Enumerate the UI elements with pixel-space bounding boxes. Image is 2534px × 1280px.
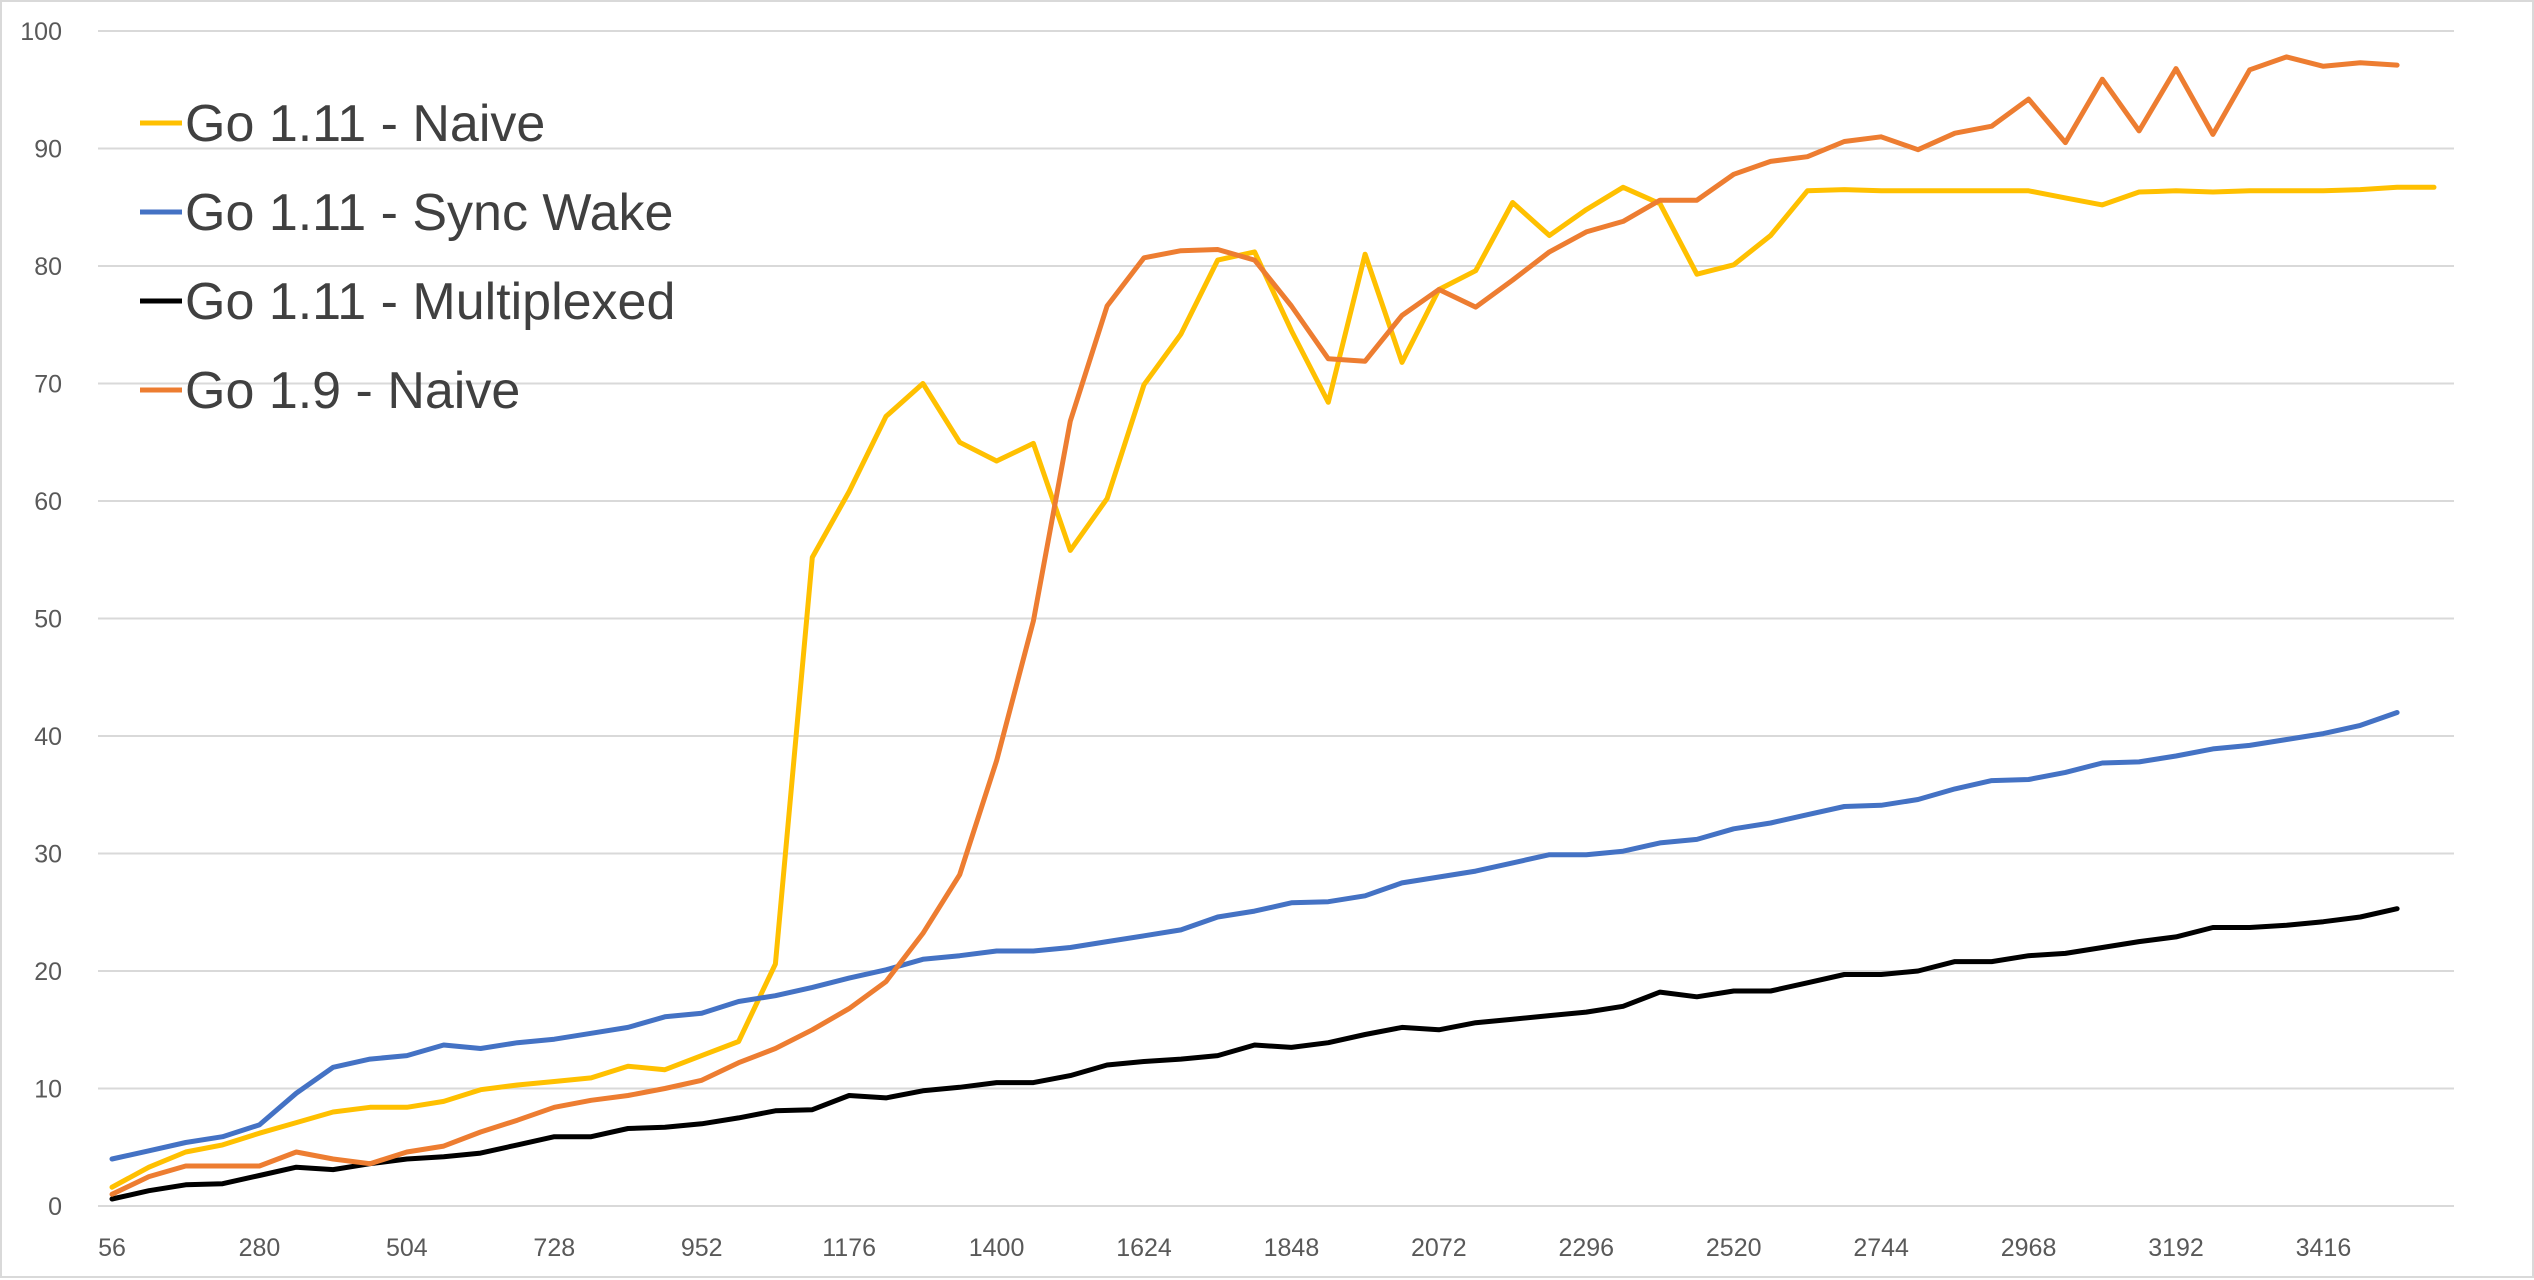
x-tick-label: 56 (98, 1234, 126, 1262)
series-line-go-1-9-naive (109, 54, 2400, 1197)
y-tick-label: 80 (34, 253, 62, 281)
y-tick-label: 40 (34, 723, 62, 751)
x-axis-ticks: 56 280 504 728 952 1176 1400 1624 1848 2072 2296 25… (98, 1234, 2351, 1262)
y-tick-label: 10 (34, 1076, 62, 1104)
y-tick-label: 60 (34, 488, 62, 516)
x-tick-label: 2520 (1706, 1234, 1762, 1262)
y-tick-label: 100 (20, 18, 62, 46)
legend-label: Go 1.11 - Naive (185, 95, 545, 153)
x-tick-label: 2968 (2001, 1234, 2057, 1262)
series-line-go-1-11-sync-wake (109, 710, 2400, 1162)
x-tick-label: 280 (239, 1234, 281, 1262)
legend-label: Go 1.11 - Sync Wake (185, 184, 673, 242)
legend-label: Go 1.11 - Multiplexed (185, 273, 675, 331)
x-tick-label: 1848 (1264, 1234, 1320, 1262)
x-tick-label: 1624 (1116, 1234, 1172, 1262)
y-tick-label: 90 (34, 136, 62, 164)
x-tick-label: 504 (386, 1234, 428, 1262)
y-axis-ticks: 0 10 20 30 40 50 60 70 80 90 100 (20, 18, 62, 1221)
y-tick-label: 0 (48, 1193, 62, 1221)
x-tick-label: 1400 (969, 1234, 1025, 1262)
y-tick-label: 20 (34, 958, 62, 986)
legend-label: Go 1.9 - Naive (185, 362, 520, 420)
series-line-go-1-11-multiplexed (109, 906, 2400, 1202)
y-tick-label: 50 (34, 606, 62, 634)
series-lines (109, 54, 2437, 1202)
y-tick-label: 70 (34, 371, 62, 399)
x-tick-label: 2296 (1558, 1234, 1614, 1262)
x-tick-label: 1176 (822, 1234, 876, 1262)
x-tick-label: 3416 (2296, 1234, 2352, 1262)
series-line-go-1-11-naive (109, 184, 2437, 1190)
x-tick-label: 3192 (2148, 1234, 2204, 1262)
x-tick-label: 952 (681, 1234, 723, 1262)
x-tick-label: 2744 (1853, 1234, 1909, 1262)
y-tick-label: 30 (34, 841, 62, 869)
x-tick-label: 728 (533, 1234, 575, 1262)
legend: Go 1.11 - Naive Go 1.11 - Sync Wake Go 1.1… (140, 95, 675, 420)
x-tick-label: 2072 (1411, 1234, 1467, 1262)
